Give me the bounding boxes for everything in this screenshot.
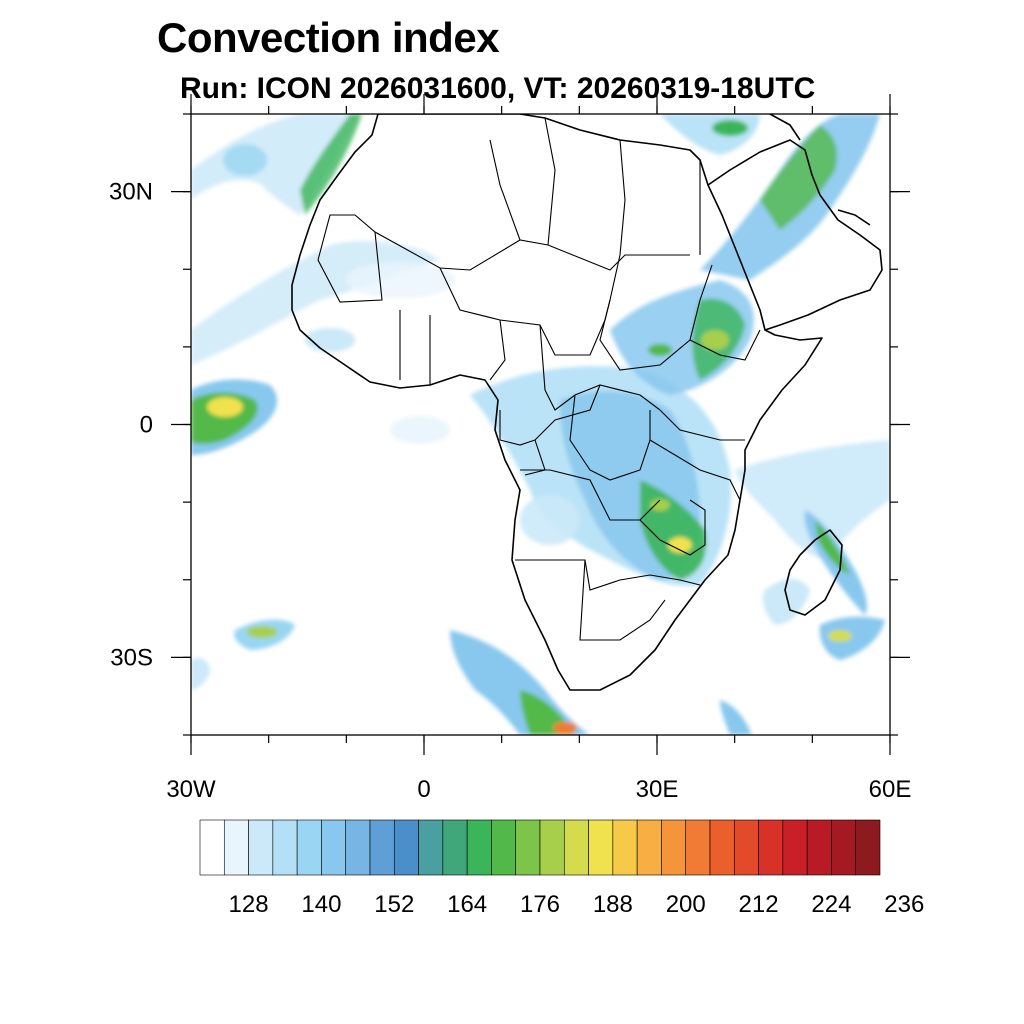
colorbar-swatch [709, 819, 735, 876]
convection-field [191, 114, 890, 735]
chart-subtitle: Run: ICON 2026031600, VT: 20260319-18UTC [180, 72, 816, 105]
colorbar-label: 212 [739, 891, 779, 918]
colorbar-swatch [345, 819, 371, 876]
colorbar-label: 200 [666, 891, 706, 918]
colorbar-labels: 128 140 152 164 176 188 200 212 224 236 [229, 891, 925, 918]
colorbar-swatch [248, 819, 274, 876]
colorbar-swatch [782, 819, 808, 876]
colorbar-swatch [393, 819, 419, 876]
lon-tick-label: 30E [636, 776, 679, 803]
colorbar-swatch [733, 819, 759, 876]
colorbar-swatch [806, 819, 832, 876]
colorbar-swatch [588, 819, 614, 876]
colorbar-swatch [661, 819, 687, 876]
lon-tick-label: 30W [166, 776, 216, 803]
colorbar-swatch [272, 819, 298, 876]
axis-ticks [171, 94, 910, 755]
chart-title: Convection index [157, 14, 500, 61]
lat-tick-label: 0 [140, 412, 153, 439]
colorbar-label: 176 [520, 891, 560, 918]
colorbar-swatch [831, 819, 857, 876]
colorbar-label: 224 [811, 891, 851, 918]
colorbar-swatch [223, 819, 249, 876]
colorbar-label: 164 [447, 891, 487, 918]
colorbar-swatch [442, 819, 468, 876]
colorbar-label: 140 [301, 891, 341, 918]
colorbar-swatch [612, 819, 638, 876]
lon-tick-label: 0 [417, 776, 430, 803]
colorbar-label: 152 [374, 891, 414, 918]
lat-tick-label: 30N [109, 179, 153, 206]
colorbar-swatch [369, 819, 395, 876]
colorbar-swatch [199, 819, 225, 876]
colorbar-swatch [563, 819, 589, 876]
colorbar-swatch [539, 819, 565, 876]
lat-tick-label: 30S [110, 644, 153, 671]
colorbar-swatch [491, 819, 517, 876]
colorbar-label: 236 [884, 891, 924, 918]
colorbar-swatch [466, 819, 492, 876]
country-borders [317, 117, 761, 641]
coastlines [291, 114, 883, 691]
colorbar-swatch [296, 819, 322, 876]
colorbar-swatch [685, 819, 711, 876]
colorbar [199, 819, 881, 876]
colorbar-swatch [418, 819, 444, 876]
axis-tick-labels: 30N 0 30S 30W 0 30E 60E [109, 179, 911, 803]
colorbar-swatch [855, 819, 881, 876]
colorbar-swatch [758, 819, 784, 876]
colorbar-label: 188 [593, 891, 633, 918]
colorbar-swatch [636, 819, 662, 876]
colorbar-swatch [515, 819, 541, 876]
colorbar-swatch [321, 819, 347, 876]
colorbar-label: 128 [229, 891, 269, 918]
lon-tick-label: 60E [869, 776, 912, 803]
